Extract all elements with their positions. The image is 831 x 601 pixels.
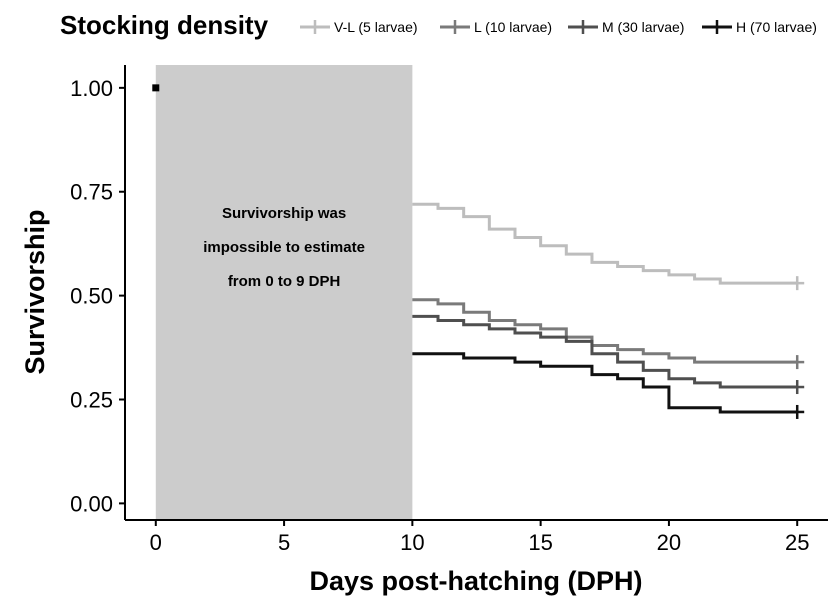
x-tick-label-5: 5 [278, 530, 290, 555]
y-axis-title: Survivorship [20, 209, 50, 374]
x-axis-title: Days post-hatching (DPH) [309, 566, 642, 596]
legend-item-3: M (30 larvae) [568, 19, 684, 35]
series-line-3 [412, 314, 798, 389]
legend-label-2: L (10 larvae) [474, 19, 552, 35]
x-axis-ticks: 0 5 10 15 20 25 [150, 520, 809, 555]
annotation-line-1: Survivorship was [222, 205, 346, 222]
legend-label-4: H (70 larvae) [736, 19, 817, 35]
series-censor-mark-1 [790, 276, 805, 291]
x-tick-label-20: 20 [657, 530, 681, 555]
legend-item-4: H (70 larvae) [702, 19, 817, 35]
legend-items: V-L (5 larvae) L (10 larvae) M (30 larvae)… [300, 19, 817, 35]
x-tick-label-0: 0 [150, 530, 162, 555]
x-tick-label-15: 15 [528, 530, 552, 555]
legend-label-3: M (30 larvae) [602, 19, 684, 35]
series-censor-mark-2 [790, 355, 805, 370]
legend-item-2: L (10 larvae) [440, 19, 552, 35]
series-censor-mark-4 [790, 404, 805, 419]
x-tick-label-25: 25 [785, 530, 809, 555]
annotation-line-3: from 0 to 9 DPH [228, 273, 341, 290]
y-tick-label-0.00: 0.00 [70, 491, 113, 516]
y-tick-label-0.25: 0.25 [70, 387, 113, 412]
legend-label-1: V-L (5 larvae) [334, 19, 418, 35]
series-line-4 [412, 352, 798, 414]
x-tick-label-10: 10 [400, 530, 424, 555]
y-tick-label-0.50: 0.50 [70, 284, 113, 309]
series-line-2 [412, 298, 798, 364]
series-line-1 [412, 202, 798, 285]
legend: Stocking density V-L (5 larvae) L (10 lar… [60, 10, 817, 40]
shaded-region-annotation: Survivorship was impossible to estimate fr… [203, 205, 365, 290]
y-tick-label-0.75: 0.75 [70, 180, 113, 205]
shaded-region [155, 65, 413, 520]
series-layer [152, 84, 805, 419]
legend-item-1: V-L (5 larvae) [300, 19, 418, 35]
legend-title: Stocking density [60, 10, 269, 40]
annotation-line-2: impossible to estimate [203, 239, 365, 256]
series-censor-mark-3 [790, 380, 805, 395]
initial-point-marker [152, 84, 160, 92]
y-tick-label-1.00: 1.00 [70, 76, 113, 101]
y-axis-ticks: 0.00 0.25 0.50 0.75 1.00 [70, 76, 125, 516]
